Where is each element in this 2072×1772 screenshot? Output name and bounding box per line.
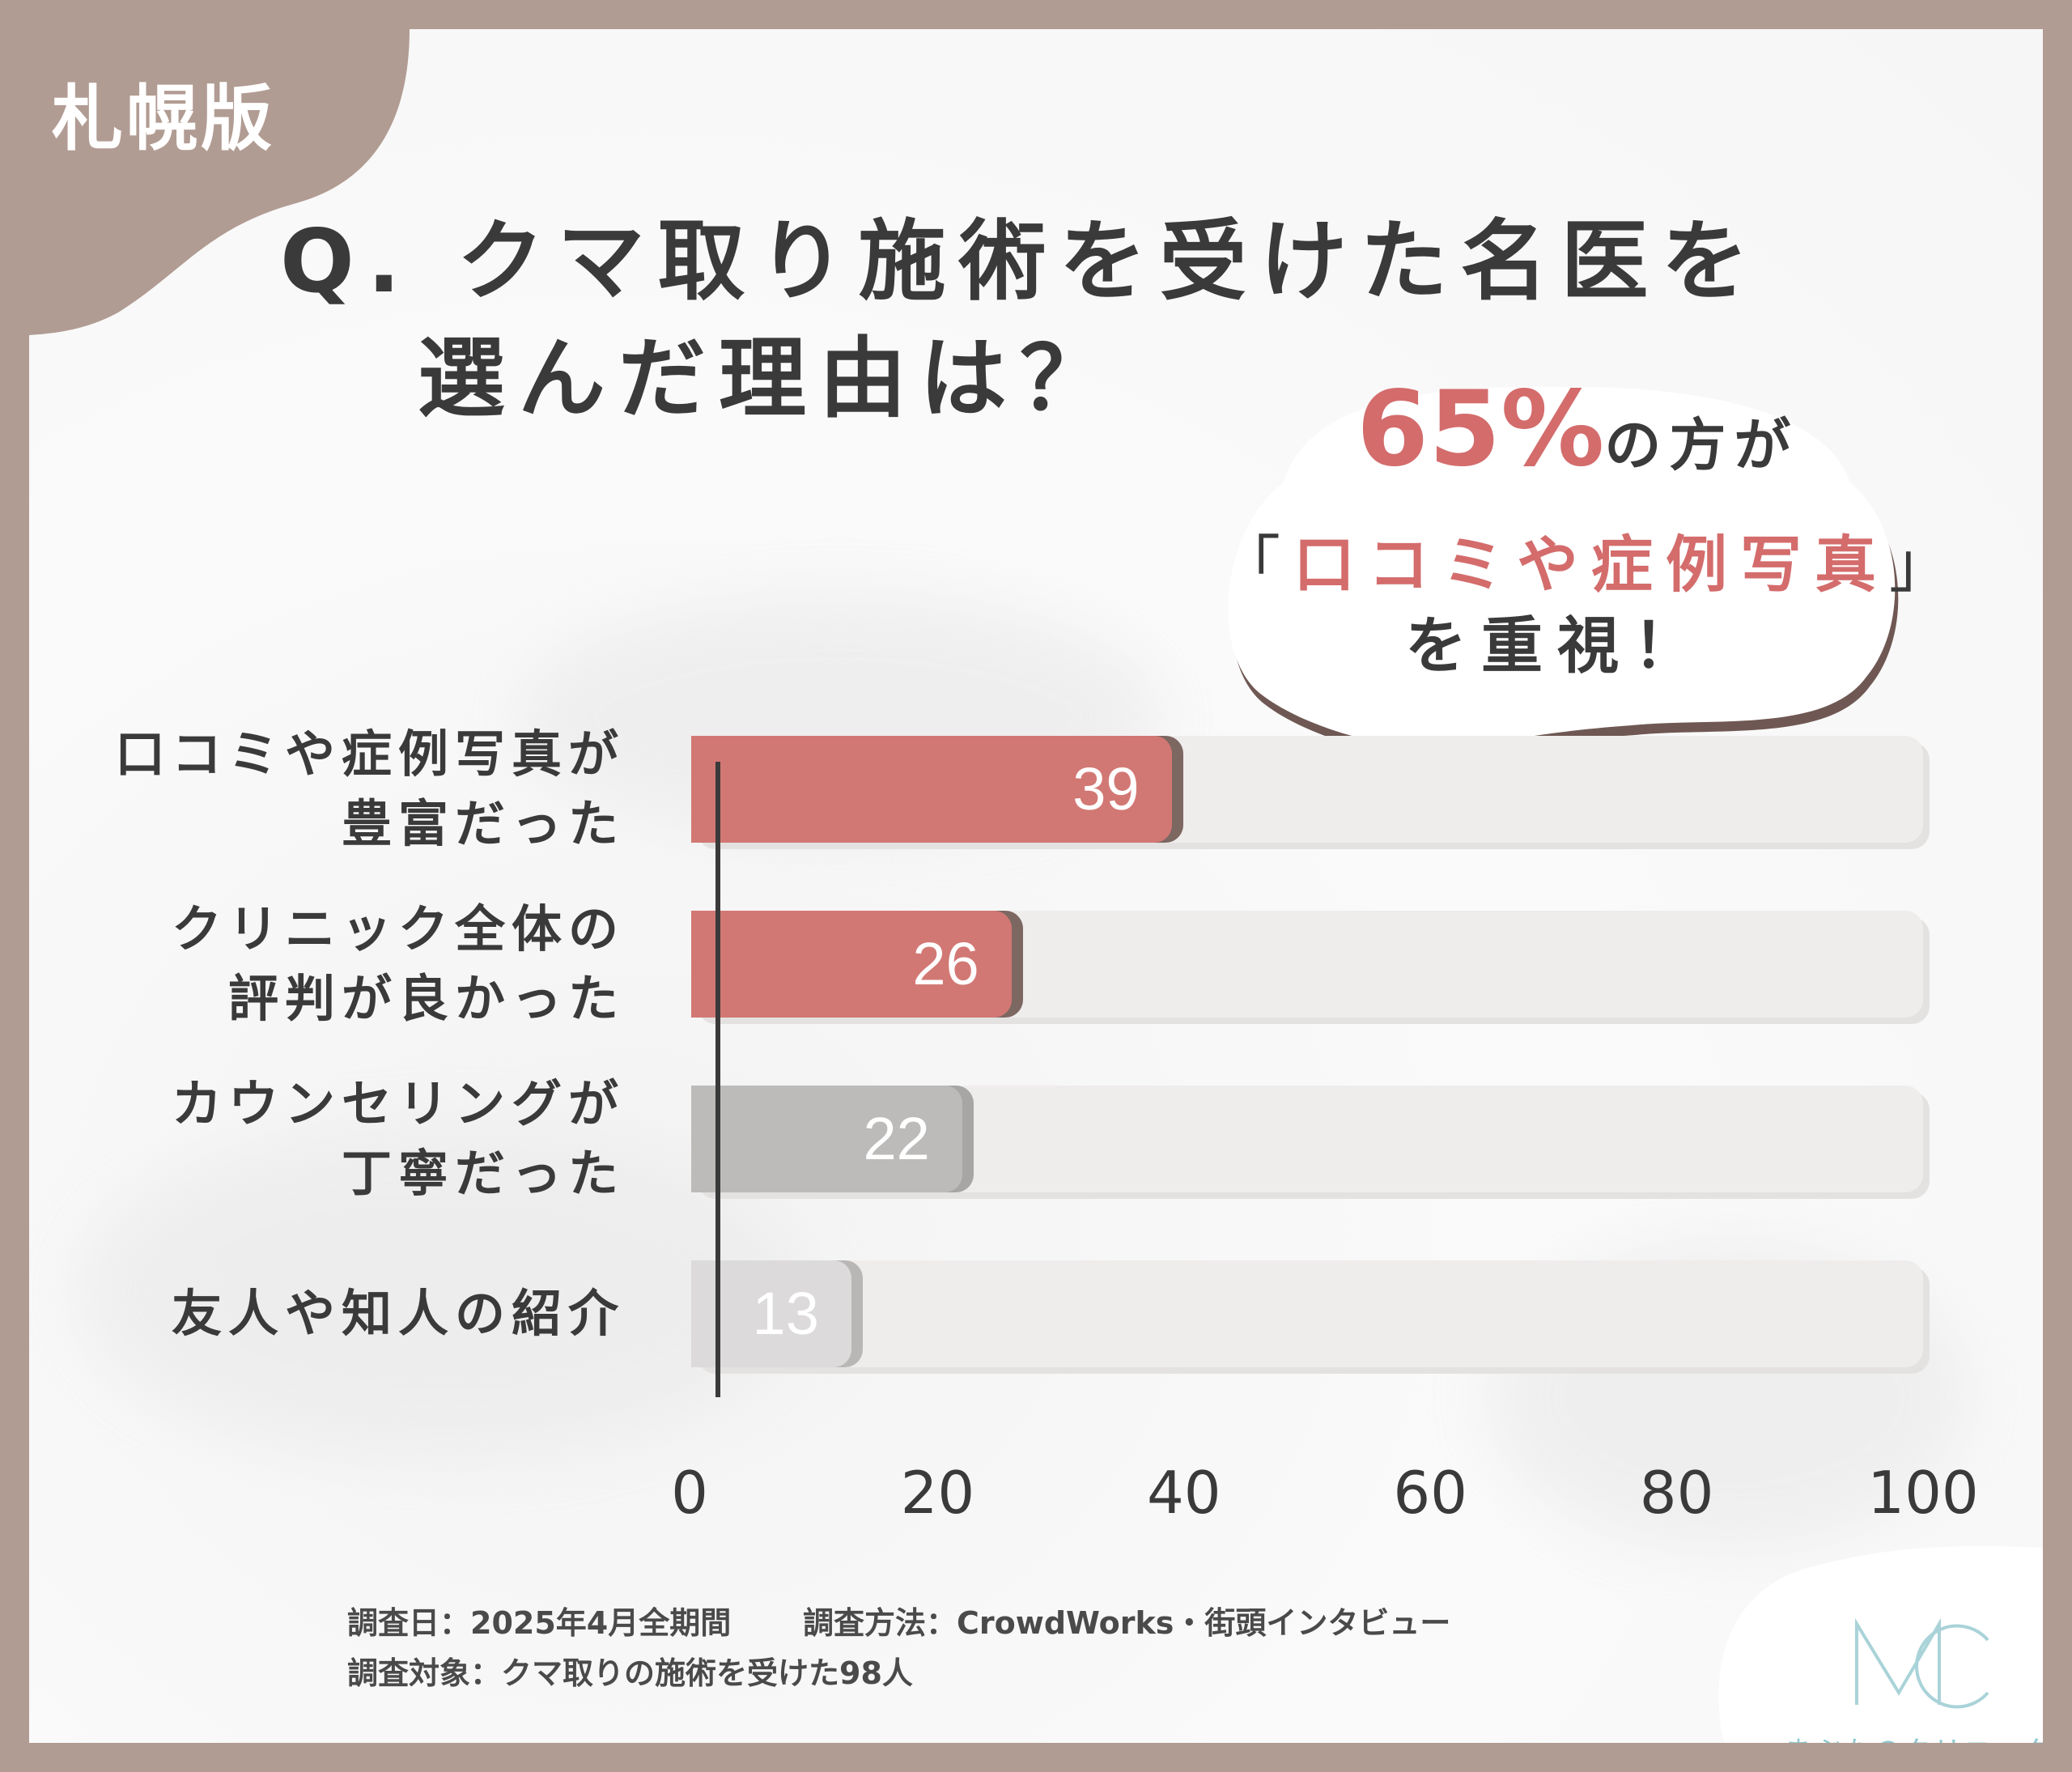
category-label-line: カウンセリングが: [171, 1074, 625, 1133]
bar-2: [691, 911, 1012, 1018]
background-shade: [78, 1122, 806, 1462]
x-tick-label: 100: [1867, 1459, 1979, 1527]
category-label-line: 口コミや症例写真が: [114, 725, 625, 784]
tag-background-shape: [29, 29, 410, 335]
bubble-line-3: を重視！: [1405, 610, 1709, 682]
category-label-line: 豊富だった: [341, 794, 625, 853]
bar-value-label: 26: [912, 930, 979, 997]
x-tick-label: 60: [1393, 1459, 1467, 1527]
chart-title-line-2: 選んだ理由は？: [418, 329, 1121, 430]
category-label: クリニック全体の評判が良かった: [29, 894, 625, 1034]
bubble-suffix: の方が: [1604, 412, 1799, 478]
bar-value-label: 22: [863, 1105, 930, 1172]
logo-mc-icon: [1855, 1617, 1989, 1709]
category-label: 友人や知人の紹介: [29, 1279, 625, 1349]
bar-value-label: 39: [1072, 755, 1140, 822]
category-label-line: クリニック全体の: [171, 899, 625, 958]
bubble-line-2: 「口コミや症例写真」: [1219, 515, 1964, 604]
bar-3: [691, 1086, 962, 1192]
category-label-line: 丁寧だった: [341, 1144, 625, 1203]
x-tick-label: 40: [1146, 1459, 1221, 1527]
bubble-highlight: 口コミや症例写真: [1293, 529, 1889, 601]
y-axis-line: [715, 762, 720, 1397]
category-label: 口コミや症例写真が豊富だった: [29, 720, 625, 859]
category-label: カウンセリングが丁寧だった: [29, 1069, 625, 1209]
bubble-line-1: 65%の方が: [1357, 369, 1798, 490]
region-tag: 札幌版: [52, 77, 276, 160]
survey-date: 調査日：2025年4月全期間: [347, 1605, 732, 1641]
x-tick-label: 80: [1639, 1459, 1714, 1527]
category-label-line: 友人や知人の紹介: [171, 1284, 625, 1343]
bar-1: [691, 736, 1172, 843]
bar-value-label: 13: [752, 1280, 819, 1347]
logo-text: まぶたのクリニック: [1784, 1729, 2043, 1743]
survey-method: 調査方法：CrowdWorks・街頭インタビュー: [803, 1605, 1451, 1641]
survey-target: 調査対象：クマ取りの施術を受けた98人: [347, 1655, 913, 1691]
bar-track: [691, 1260, 1923, 1367]
bracket-close: 」: [1889, 529, 1964, 601]
x-tick-label: 0: [671, 1459, 708, 1527]
category-label-line: 評判が良かった: [227, 969, 625, 1028]
highlight-percent: 65%: [1357, 369, 1605, 490]
logo-background: [1718, 1546, 2043, 1743]
x-tick-label: 20: [900, 1459, 975, 1527]
infographic-card: 札幌版 Q. クマ取り施術を受けた名医を 選んだ理由は？ 65%の方が 「口コミ…: [29, 29, 2043, 1743]
bracket-open: 「: [1219, 529, 1293, 601]
chart-title-line-1: Q. クマ取り施術を受けた名医を: [280, 211, 1762, 312]
